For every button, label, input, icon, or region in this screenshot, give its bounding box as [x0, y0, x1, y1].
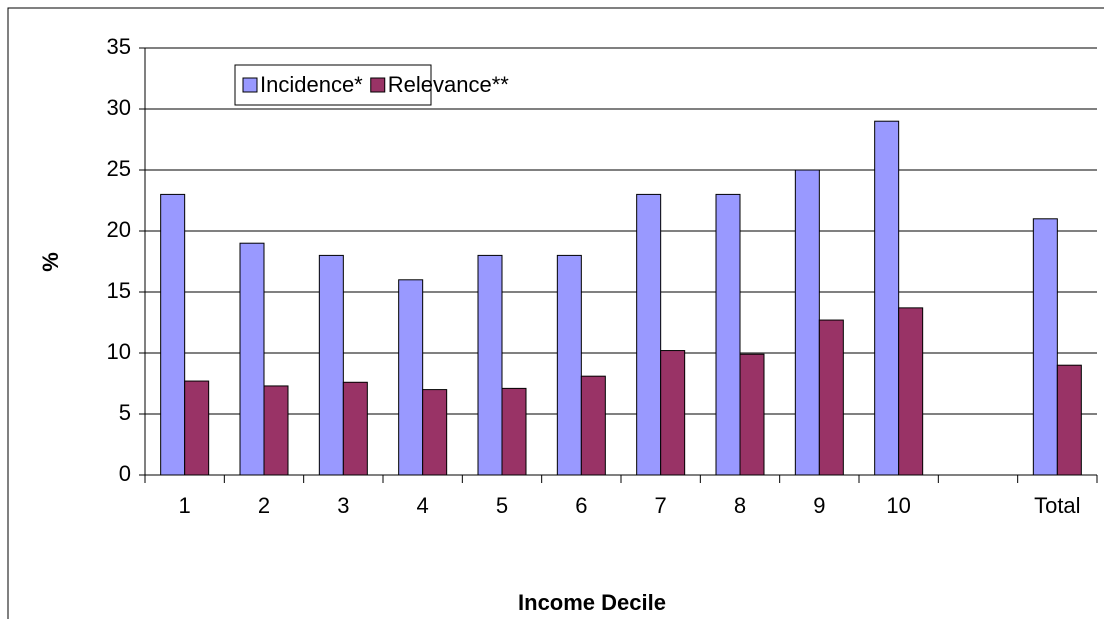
legend-box — [234, 64, 432, 106]
bar — [342, 381, 368, 476]
x-axis-label: Income Decile — [518, 590, 666, 615]
x-tick-label: 4 — [417, 493, 429, 518]
bar — [398, 279, 424, 476]
bar — [898, 307, 924, 476]
bar — [715, 193, 741, 476]
bar — [1032, 218, 1058, 476]
bar — [477, 254, 503, 476]
bar — [556, 254, 582, 476]
x-tick-label: 8 — [734, 493, 746, 518]
x-tick-label: 3 — [337, 493, 349, 518]
x-tick-label: 9 — [813, 493, 825, 518]
y-tick-label: 15 — [107, 278, 131, 303]
y-tick-label: 5 — [119, 400, 131, 425]
bar — [239, 242, 265, 476]
bar — [818, 319, 844, 476]
x-tick-label: 7 — [655, 493, 667, 518]
x-tick-label: 2 — [258, 493, 270, 518]
x-tick-label: 5 — [496, 493, 508, 518]
legend-swatch — [370, 77, 386, 93]
bar — [874, 120, 900, 476]
bar — [263, 385, 289, 476]
bar — [794, 169, 820, 476]
bar — [160, 193, 186, 476]
y-tick-label: 0 — [119, 461, 131, 486]
bar — [318, 254, 344, 476]
y-tick-label: 20 — [107, 217, 131, 242]
bar — [636, 193, 662, 476]
bar — [501, 387, 527, 476]
bar — [422, 389, 448, 476]
x-tick-label: 10 — [886, 493, 910, 518]
y-tick-label: 10 — [107, 339, 131, 364]
bar — [1056, 364, 1082, 476]
bar — [660, 350, 686, 476]
x-tick-label: 1 — [179, 493, 191, 518]
y-tick-label: 30 — [107, 95, 131, 120]
bar — [580, 375, 606, 476]
legend-swatch — [242, 77, 258, 93]
y-axis-label: % — [38, 252, 63, 272]
bar — [739, 353, 765, 476]
bar — [184, 380, 210, 476]
legend-label: Relevance** — [388, 72, 510, 97]
y-tick-label: 35 — [107, 34, 131, 59]
y-tick-label: 25 — [107, 156, 131, 181]
legend-label: Incidence* — [260, 72, 363, 97]
x-tick-label: 6 — [575, 493, 587, 518]
x-tick-label: Total — [1034, 493, 1080, 518]
